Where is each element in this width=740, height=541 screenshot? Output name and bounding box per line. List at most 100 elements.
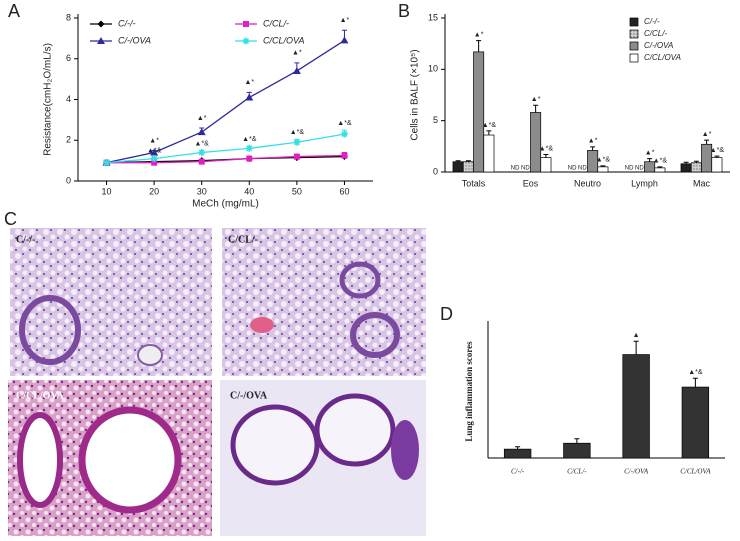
significance-label: ▲* [292, 50, 302, 57]
bar [654, 167, 666, 173]
legend-label: C/-/OVA [118, 35, 151, 45]
x-tick-label: Neutro [574, 178, 601, 188]
x-tick-label: Mac [693, 178, 711, 188]
error-bar [647, 158, 653, 162]
bar [483, 134, 495, 173]
x-tick-label: 50 [292, 186, 302, 196]
airway [78, 406, 182, 514]
significance-label: ▲*& [688, 369, 703, 376]
y-tick-label: 0 [66, 175, 71, 185]
micrograph [222, 228, 426, 376]
airway [17, 412, 63, 508]
bar [711, 157, 723, 173]
legend-marker [242, 37, 250, 45]
y-tick-label: 2 [66, 135, 71, 145]
significance-label: ▲* [702, 131, 712, 138]
x-axis-label: MeCh (mg/mL) [192, 199, 259, 210]
error-bar [657, 166, 663, 168]
value-label: ND [568, 166, 577, 172]
error-bar [633, 340, 639, 355]
legend-swatch [629, 41, 639, 51]
significance-label: ▲* [149, 137, 159, 144]
marker [151, 159, 158, 166]
significance-label: ▲*& [147, 147, 162, 154]
error-bar [486, 130, 492, 136]
error-bar [714, 155, 720, 158]
error-bar [600, 165, 606, 167]
bar [473, 51, 485, 173]
airway [314, 393, 396, 467]
marker [197, 128, 206, 136]
error-bar [476, 40, 482, 52]
x-tick-label: 60 [339, 186, 349, 196]
significance-label: ▲* [244, 79, 254, 86]
significance-label: ▲* [645, 149, 655, 156]
legend-label: C/CL/OVA [644, 53, 681, 62]
marker [246, 155, 253, 162]
panel-letter: C [4, 209, 17, 229]
x-tick-label: 20 [149, 186, 159, 196]
bar [540, 157, 552, 173]
marker [293, 138, 301, 146]
marker [341, 152, 348, 159]
error-bar [543, 154, 549, 158]
vessel [250, 317, 274, 333]
error-bar [692, 377, 698, 388]
error-bar [704, 139, 710, 145]
significance-label: ▲* [531, 96, 541, 103]
tissue [391, 420, 419, 480]
bar [681, 386, 710, 459]
bar [563, 442, 591, 459]
panel-letter: A [8, 1, 20, 21]
marker [293, 153, 300, 160]
bar [452, 161, 464, 173]
marker [150, 148, 159, 156]
image-label: C/-/OVA [230, 390, 268, 401]
y-tick-label: 8 [66, 12, 71, 22]
significance-label: ▲*& [596, 157, 611, 164]
x-tick-label: Lymph [631, 178, 658, 188]
marker [340, 130, 348, 138]
bar [503, 448, 532, 459]
x-tick-label: C/-/OVA [624, 468, 649, 476]
marker [340, 36, 349, 44]
legend-label: C/-/- [118, 18, 136, 28]
y-tick-label: 4 [66, 94, 71, 104]
value-label: ND [635, 166, 644, 172]
bar [530, 112, 542, 173]
image-label: C/CL/- [228, 234, 258, 245]
legend-label: C/CL/- [263, 18, 289, 28]
bar [690, 162, 702, 173]
image-label: C/CL/OVA [16, 390, 64, 401]
significance-label: ▲*& [710, 147, 725, 154]
marker [103, 159, 111, 167]
significance-label: ▲*& [290, 129, 305, 136]
y-tick-label: 5 [433, 115, 438, 125]
significance-label: ▲*& [242, 136, 257, 143]
error-bar [515, 446, 521, 450]
significance-label: ▲*& [482, 122, 497, 129]
x-tick-label: 30 [197, 186, 207, 196]
y-tick-label: 10 [428, 64, 438, 74]
legend-label: C/-/OVA [644, 41, 673, 50]
significance-label: ▲*& [539, 145, 554, 152]
significance-label: ▲* [588, 138, 598, 145]
bar [680, 163, 692, 173]
panel-letter: B [398, 1, 410, 21]
series-line [106, 133, 345, 164]
significance-label: ▲*& [195, 140, 210, 147]
marker [198, 158, 205, 165]
error-bar [574, 438, 580, 444]
significance-label: ▲*& [653, 158, 668, 165]
series-line [106, 154, 345, 164]
y-axis-label: Lung inflammation scores [464, 341, 474, 442]
bar [597, 166, 609, 173]
marker [198, 148, 206, 156]
x-tick-label: C/-/- [511, 468, 525, 476]
bar [462, 161, 474, 173]
legend-swatch [629, 29, 639, 39]
legend-marker [97, 20, 105, 28]
x-tick-label: C/CL/- [567, 468, 587, 476]
value-label: ND [511, 166, 520, 172]
